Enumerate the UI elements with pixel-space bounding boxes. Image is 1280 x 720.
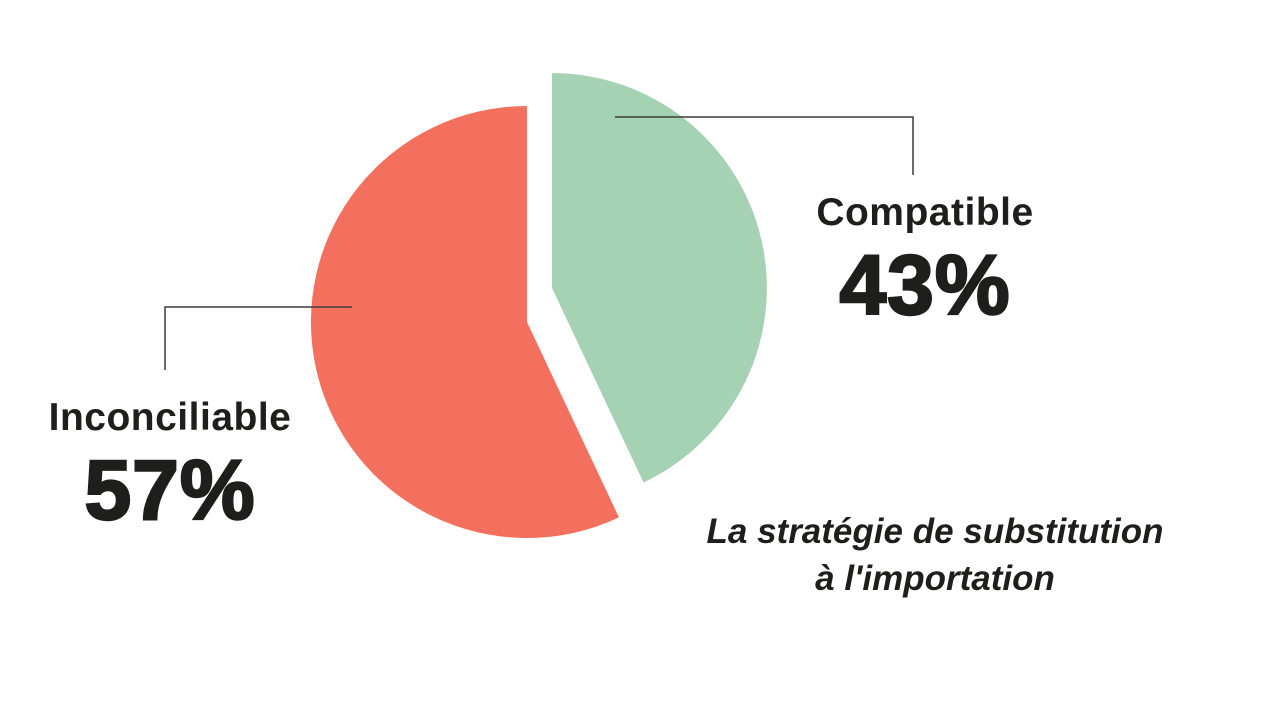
inconciliable-percentage: 57% [83, 443, 256, 537]
chart-caption-line2: à l'importation [815, 559, 1055, 599]
chart-caption: La stratégie de substitution à l'importa… [705, 508, 1165, 603]
inconciliable-category-label: Inconciliable [48, 396, 292, 439]
label-inconciliable: Inconciliable 57% [10, 396, 330, 537]
pie-slice-inconciliable [310, 105, 619, 538]
pie-slice-compatible [552, 73, 767, 483]
chart-caption-line1: La stratégie de substitution [706, 512, 1164, 551]
compatible-percentage: 43% [838, 238, 1011, 332]
callout-line-compatible [615, 116, 914, 175]
callout-line-inconciliable [164, 306, 352, 370]
compatible-category-label: Compatible [816, 191, 1034, 234]
label-compatible: Compatible 43% [780, 191, 1070, 332]
